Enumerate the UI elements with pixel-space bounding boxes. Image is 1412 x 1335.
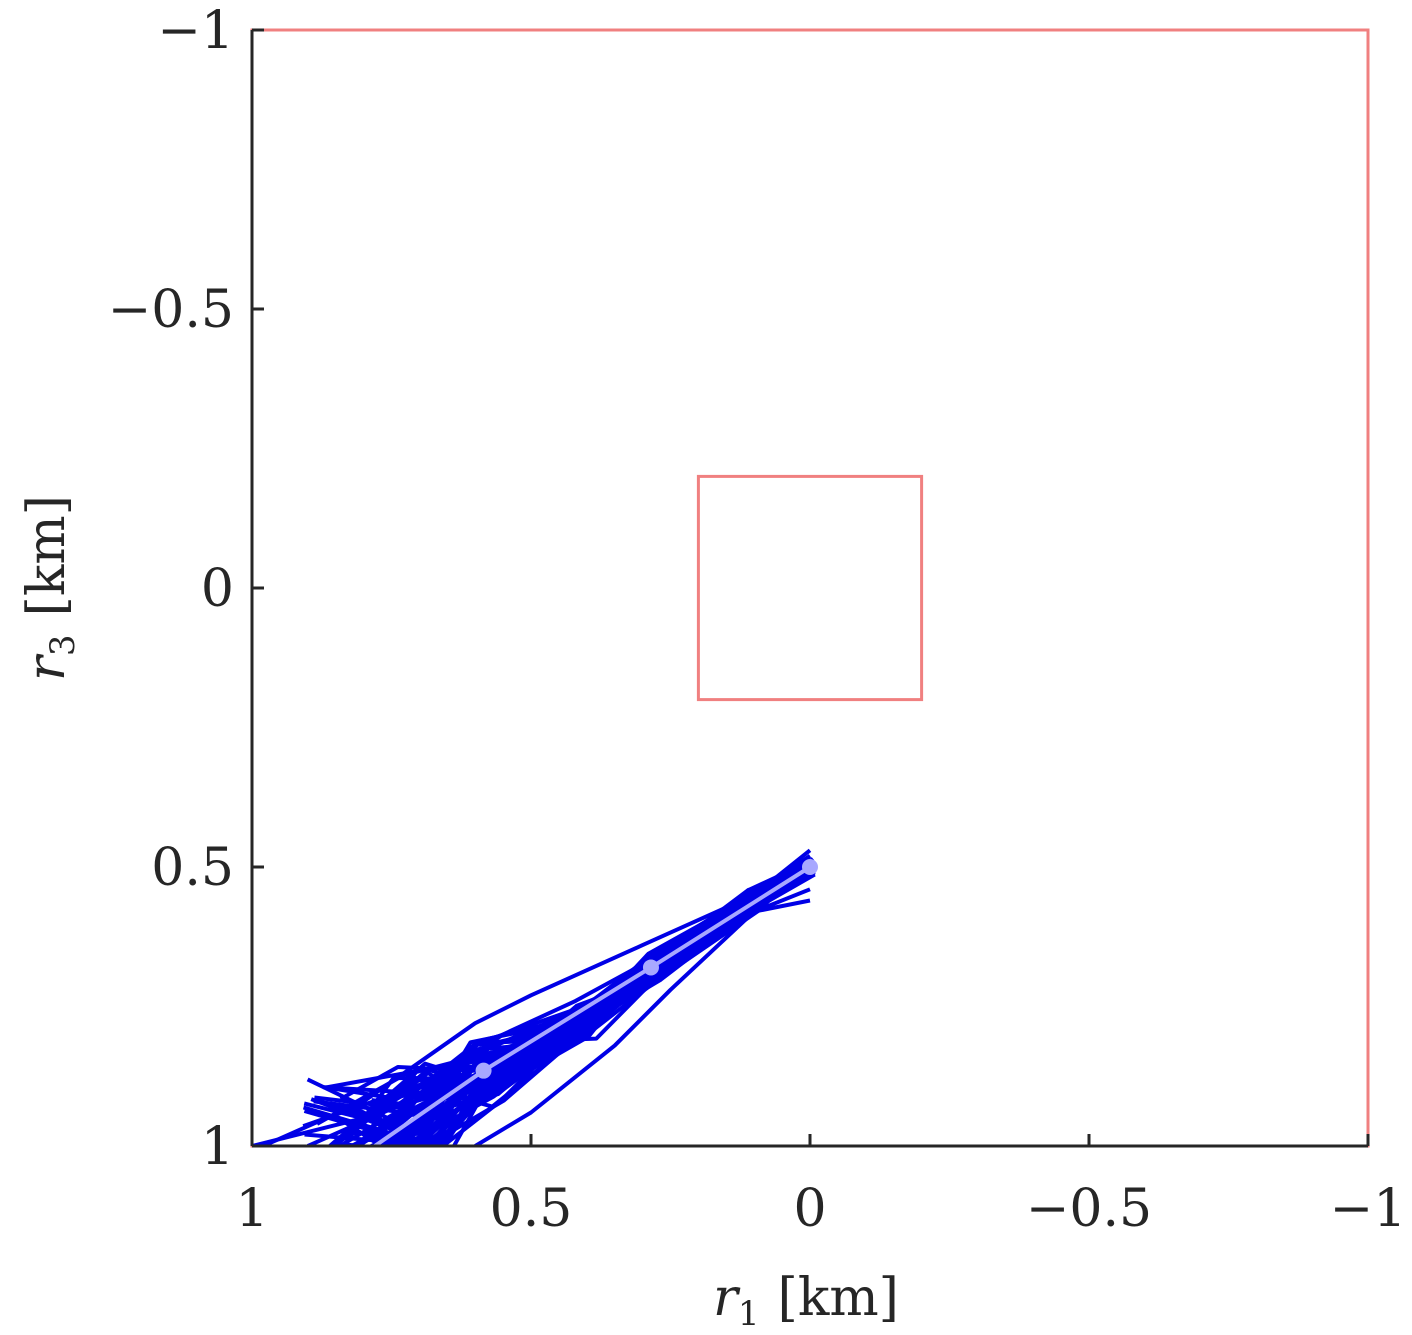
y-axis-label-sub: 3 [43, 634, 83, 656]
y-axis-ticks: −1 −0.5 0 0.5 1 [108, 1, 264, 1177]
trajectory-line [252, 848, 812, 1146]
x-tick-label: 0 [793, 1179, 826, 1239]
x-axis-ticks: 1 0.5 0 −0.5 −1 [235, 1134, 1406, 1239]
y-tick-label: 0 [201, 559, 234, 619]
x-axis-label-sub: 1 [738, 1294, 760, 1334]
x-tick-label: −1 [1330, 1179, 1407, 1239]
trajectory-bundle [252, 848, 816, 1146]
y-axis-label-unit: [km] [17, 495, 77, 616]
trajectory-line [339, 858, 812, 1101]
boundary-regions [250, 28, 1370, 1148]
y-tick-label: 0.5 [151, 838, 234, 898]
x-tick-label: 1 [235, 1179, 268, 1239]
axes [250, 30, 1368, 1148]
y-axis-label-var: r [17, 653, 77, 681]
x-axis-label-unit: [km] [778, 1268, 899, 1328]
nominal-line [373, 865, 812, 1146]
y-tick-label: 1 [201, 1117, 234, 1177]
x-axis-label-var: r [713, 1268, 741, 1328]
target-box [696, 474, 924, 702]
y-tick-label: −0.5 [108, 280, 234, 340]
nominal-trajectory [373, 859, 818, 1146]
plot-area [250, 28, 1370, 1148]
y-axis-label: r3 [km] [17, 495, 83, 681]
nominal-point [475, 1062, 492, 1079]
nominal-point [802, 859, 818, 875]
y-tick-label: −1 [157, 1, 234, 61]
nominal-point [642, 959, 659, 976]
outer-boundary [250, 28, 1370, 1148]
x-tick-label: −0.5 [1026, 1179, 1152, 1239]
x-axis-label: r1 [km] [713, 1268, 899, 1334]
x-tick-label: 0.5 [490, 1179, 573, 1239]
